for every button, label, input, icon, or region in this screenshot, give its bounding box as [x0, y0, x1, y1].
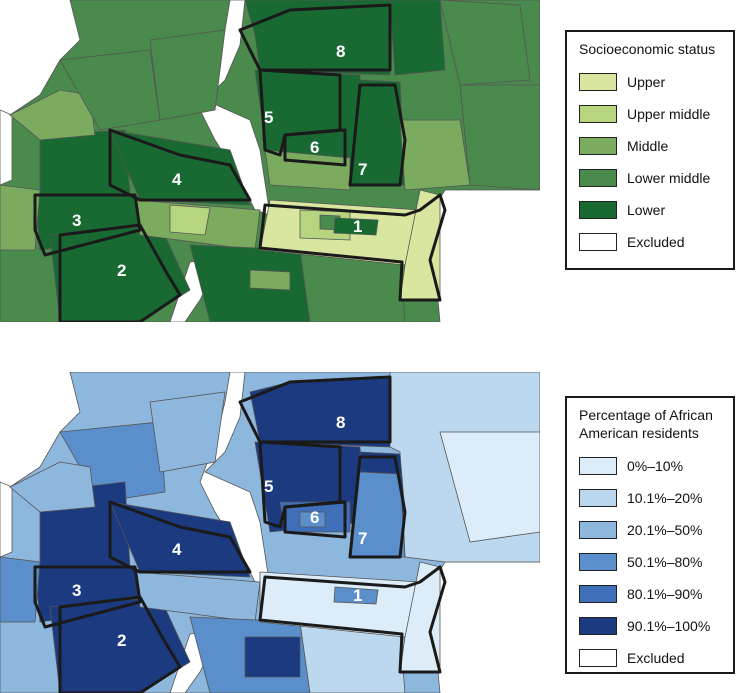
- district-label: 2: [117, 631, 126, 650]
- legend-label: Lower middle: [627, 170, 711, 186]
- legend-swatch: [579, 73, 617, 91]
- district-1-outline: [258, 565, 447, 674]
- district-label: 8: [336, 413, 345, 432]
- legend-swatch: [579, 105, 617, 123]
- district-label: 4: [172, 170, 182, 189]
- tracts: [0, 372, 540, 693]
- legend-item: 80.1%–90%: [579, 578, 723, 610]
- district-8-outline: [238, 3, 392, 72]
- legend-item: Excluded: [579, 226, 723, 258]
- african-american-legend: Percentage of African American residents…: [565, 396, 735, 674]
- socioeconomic-legend: Socioeconomic status Upper Upper middle …: [565, 30, 735, 270]
- district-label: 2: [117, 261, 126, 280]
- district-label: 7: [358, 160, 367, 179]
- district-4-outline: [108, 500, 252, 574]
- legend-item: Upper: [579, 66, 723, 98]
- legend-item: 90.1%–100%: [579, 610, 723, 642]
- legend-label: Middle: [627, 138, 669, 154]
- legend-swatch: [579, 169, 617, 187]
- district-label: 7: [358, 529, 367, 548]
- legend-items: Upper Upper middle Middle Lower middle L…: [579, 66, 723, 258]
- legend-label: 10.1%–20%: [627, 490, 703, 506]
- legend-swatch: [579, 553, 617, 571]
- legend-label: 50.1%–80%: [627, 554, 703, 570]
- legend-label: Excluded: [627, 234, 685, 250]
- district-label: 3: [72, 211, 81, 230]
- legend-item: 0%–10%: [579, 450, 723, 482]
- district-4-outline: [108, 128, 252, 202]
- african-american-residents-map: 1 2 3 4 5 6 7 8: [0, 372, 540, 693]
- legend-label: 90.1%–100%: [627, 618, 711, 634]
- legend-swatch: [579, 521, 617, 539]
- district-labels: 1 2 3 4 5 6 7 8: [72, 413, 367, 650]
- legend-item: Excluded: [579, 642, 723, 674]
- district-3-outline: [33, 193, 142, 257]
- legend-swatch: [579, 457, 617, 475]
- legend-item: 10.1%–20%: [579, 482, 723, 514]
- district-label: 1: [353, 217, 362, 236]
- legend-label: Lower: [627, 202, 666, 218]
- district-1-outline: [258, 193, 447, 302]
- legend-item: 50.1%–80%: [579, 546, 723, 578]
- legend-swatch: [579, 201, 617, 219]
- socioeconomic-map: 1 2 3 4 5 6 7 8: [0, 0, 540, 322]
- district-label: 5: [264, 477, 273, 496]
- district-boundaries: [33, 375, 447, 693]
- legend-swatch: [579, 137, 617, 155]
- legend-swatch: [579, 585, 617, 603]
- district-7-outline: [348, 455, 407, 559]
- legend-swatch: [579, 649, 617, 667]
- district-boundaries: [33, 3, 447, 322]
- legend-label: Upper middle: [627, 106, 711, 122]
- legend-item: 20.1%–50%: [579, 514, 723, 546]
- district-6-outline: [283, 128, 347, 167]
- legend-item: Middle: [579, 130, 723, 162]
- excluded-area: [0, 109, 13, 186]
- legend-label: 0%–10%: [627, 458, 684, 474]
- legend-label: 20.1%–50%: [627, 522, 703, 538]
- legend-swatch: [579, 233, 617, 251]
- district-label: 6: [310, 508, 319, 527]
- legend-item: Lower middle: [579, 162, 723, 194]
- district-label: 1: [353, 586, 362, 605]
- district-3-outline: [33, 565, 142, 629]
- legend-swatch: [579, 489, 617, 507]
- excluded-area: [0, 481, 13, 558]
- legend-label: Excluded: [627, 650, 685, 666]
- district-label: 6: [310, 138, 319, 157]
- district-label: 3: [72, 581, 81, 600]
- legend-swatch: [579, 617, 617, 635]
- district-label: 4: [172, 540, 182, 559]
- district-8-outline: [238, 375, 392, 444]
- legend-title: Socioeconomic status: [579, 41, 716, 57]
- legend-label: 80.1%–90%: [627, 586, 703, 602]
- legend-label: Upper: [627, 74, 666, 90]
- legend-items: 0%–10% 10.1%–20% 20.1%–50% 50.1%–80% 80.…: [579, 450, 723, 674]
- district-label: 8: [336, 42, 345, 61]
- legend-item: Lower: [579, 194, 723, 226]
- district-label: 5: [264, 108, 273, 127]
- legend-item: Upper middle: [579, 98, 723, 130]
- district-labels: 1 2 3 4 5 6 7 8: [72, 42, 367, 280]
- district-6-outline: [283, 500, 347, 539]
- district-7-outline: [348, 83, 407, 187]
- legend-title: Percentage of African American residents: [579, 407, 713, 441]
- tracts: [0, 0, 540, 322]
